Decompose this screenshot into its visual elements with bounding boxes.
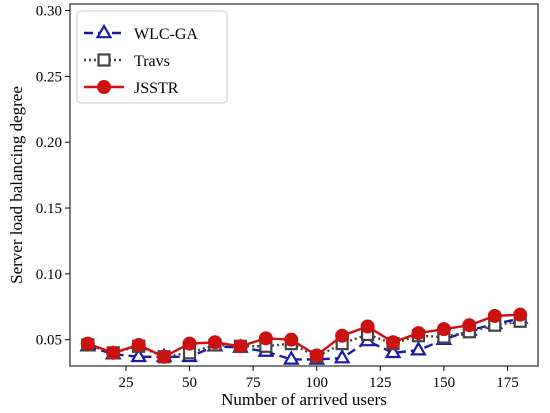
data-point: [411, 326, 426, 341]
data-point: [80, 336, 95, 351]
x-tick-label: 125: [369, 375, 392, 391]
y-tick-label: 0.25: [36, 69, 62, 85]
y-tick-label: 0.10: [36, 267, 62, 283]
data-point: [106, 345, 121, 360]
data-point: [233, 339, 248, 354]
series-jsstr: [80, 307, 528, 364]
data-point: [207, 335, 222, 350]
x-axis-title: Number of arrived users: [221, 390, 387, 409]
data-point: [131, 337, 146, 352]
data-point: [360, 319, 375, 334]
data-point: [182, 336, 197, 351]
data-point: [384, 343, 402, 359]
x-tick-label: 50: [182, 375, 197, 391]
legend-entry: JSSTR: [84, 80, 179, 97]
legend: WLC-GA Travs JSSTR: [76, 10, 228, 104]
y-axis-title: Server load balancing degree: [7, 86, 26, 284]
data-point: [333, 348, 351, 364]
x-tick-label: 25: [118, 375, 133, 391]
y-axis: 0.05 0.10 0.15 0.20 0.25 0.30: [36, 4, 70, 349]
data-point: [513, 307, 528, 322]
x-tick-label: 75: [246, 375, 261, 391]
y-tick-label: 0.15: [36, 201, 62, 217]
x-tick-label: 150: [433, 375, 456, 391]
legend-label: WLC-GA: [134, 26, 198, 43]
y-tick-label: 0.30: [36, 4, 62, 20]
data-point: [386, 335, 401, 350]
x-tick-label: 175: [496, 375, 519, 391]
y-tick-label: 0.05: [36, 333, 62, 349]
y-tick-label: 0.20: [36, 135, 62, 151]
data-point: [436, 322, 451, 337]
legend-label: JSSTR: [134, 80, 179, 97]
data-point: [130, 347, 148, 363]
legend-entry: WLC-GA: [84, 23, 198, 43]
data-point: [282, 350, 300, 365]
x-axis: 25 50 75 100 125 150 175: [118, 366, 519, 391]
data-point: [487, 308, 502, 323]
legend-marker: [95, 23, 113, 39]
series-layer: [79, 307, 529, 365]
data-point: [284, 332, 299, 347]
data-point: [258, 331, 273, 346]
data-point: [462, 318, 477, 333]
x-tick-label: 100: [305, 375, 328, 391]
legend-marker: [97, 80, 111, 94]
legend-entry: Travs: [84, 53, 170, 70]
data-point: [335, 328, 350, 343]
data-point: [309, 348, 324, 363]
legend-label: Travs: [134, 53, 170, 70]
data-point: [157, 349, 172, 364]
data-point: [410, 340, 427, 356]
legend-marker: [97, 53, 111, 67]
